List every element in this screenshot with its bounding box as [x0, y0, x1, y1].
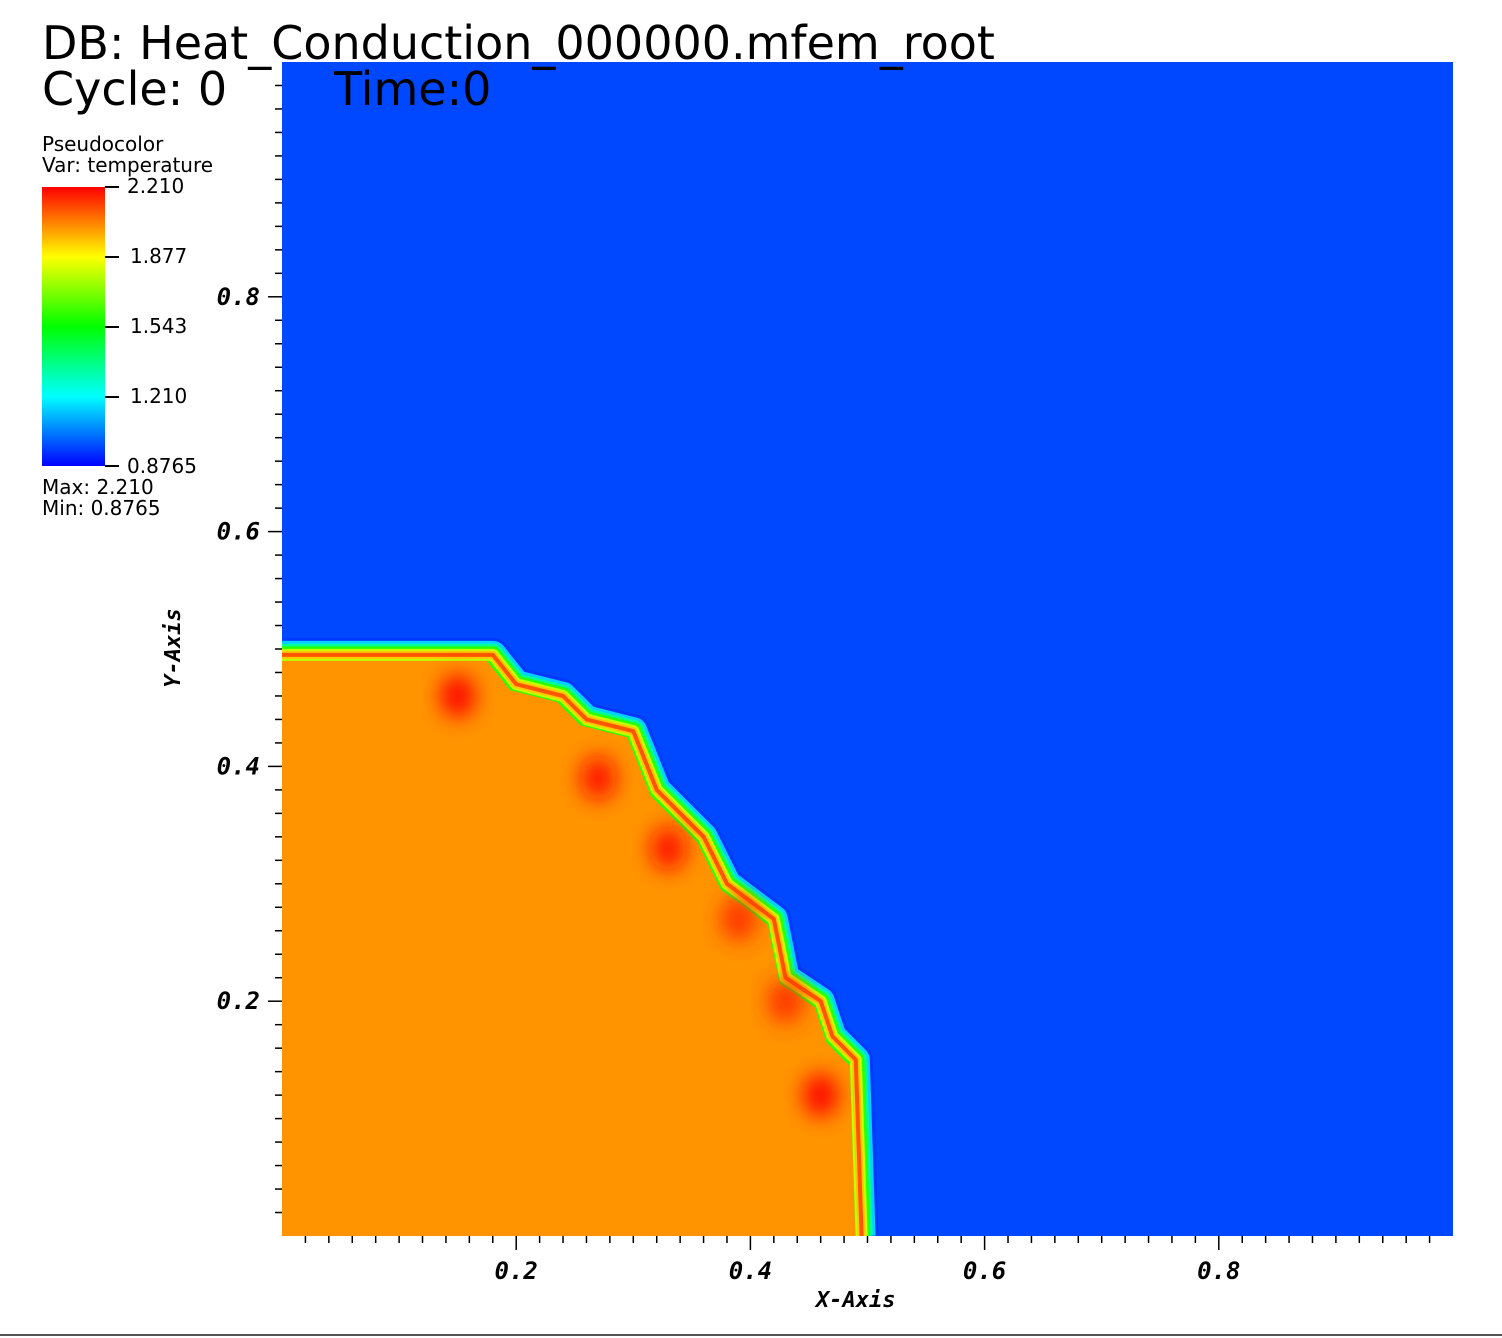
heatmap-gradient-bands	[282, 637, 879, 1236]
colorbar-tick-label: 1.877	[130, 244, 188, 268]
x-axis-ticks	[304, 1236, 1431, 1250]
colorbar-tick-mark	[105, 186, 119, 188]
colorbar-tick-mark	[105, 396, 119, 398]
colorbar-tick-mark	[105, 256, 119, 258]
time-label: Time:0	[334, 62, 492, 116]
legend-min: Min: 0.8765	[42, 496, 161, 520]
y-axis-tick-labels: 0.2 0.4 0.6 0.8	[217, 283, 260, 1015]
colorbar-tick-label: 0.8765	[127, 454, 197, 478]
window-bottom-border	[0, 1334, 1502, 1336]
colorbar-tick-label: 2.210	[127, 174, 185, 198]
cycle-label: Cycle: 0	[42, 62, 228, 116]
heatmap-hot-spot	[580, 756, 617, 801]
heatmap-transition-band	[282, 652, 864, 1236]
y-tick-label: 0.6	[217, 518, 260, 546]
x-axis-title: X-Axis	[816, 1288, 896, 1313]
heatmap-hot-spot	[439, 673, 476, 718]
heatmap-hot-spot	[720, 897, 757, 942]
x-axis-tick-labels: 0.2 0.4 0.6 0.8	[495, 1257, 1241, 1285]
heatmap-hot-spots	[439, 673, 839, 1118]
colorbar-tick-mark	[105, 326, 119, 328]
colorbar-tick-label: 1.210	[130, 384, 188, 408]
x-tick-label: 0.2	[495, 1257, 538, 1285]
colorbar	[42, 187, 105, 466]
heatmap-hot-region	[282, 660, 856, 1236]
y-tick-label: 0.4	[217, 752, 260, 780]
legend-plot-type: Pseudocolor	[42, 132, 164, 156]
y-tick-label: 0.8	[217, 283, 260, 311]
legend-max: Max: 2.210	[42, 475, 154, 499]
heatmap-hot-spot	[767, 979, 804, 1024]
y-tick-label: 0.2	[217, 987, 260, 1015]
colorbar-tick-mark	[105, 465, 119, 467]
y-axis-title: Y-Axis	[161, 608, 186, 688]
x-tick-label: 0.8	[1197, 1257, 1240, 1285]
legend-variable: Var: temperature	[42, 153, 214, 177]
y-axis-ticks	[268, 84, 282, 1214]
x-tick-label: 0.6	[963, 1257, 1006, 1285]
colorbar-tick-label: 1.543	[130, 314, 188, 338]
heatmap-hot-spot	[650, 826, 687, 871]
x-tick-label: 0.4	[729, 1257, 772, 1285]
database-title: DB: Heat_Conduction_000000.mfem_root	[42, 16, 995, 70]
heatmap-hot-spot	[802, 1073, 839, 1118]
heatmap-plot	[282, 62, 1453, 1236]
